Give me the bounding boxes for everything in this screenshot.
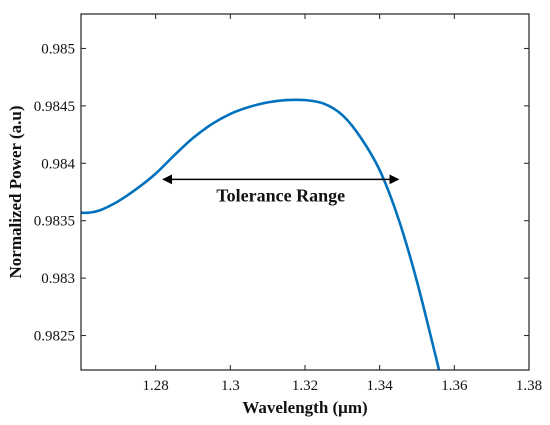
series-line: [81, 98, 441, 370]
x-tick-label: 1.36: [441, 378, 468, 394]
x-tick-label: 1.34: [367, 378, 394, 394]
y-axis-label: Normalized Power (a.u): [6, 106, 25, 279]
y-tick-label: 0.985: [41, 41, 75, 57]
x-tick-label: 1.28: [143, 378, 169, 394]
y-tick-label: 0.9835: [34, 214, 75, 230]
plot-frame: [80, 13, 530, 371]
y-tick-label: 0.983: [41, 271, 75, 287]
x-axis-label: Wavelength (μm): [242, 398, 367, 417]
x-tick-label: 1.32: [292, 378, 318, 394]
y-tick-label: 0.984: [41, 156, 75, 172]
y-tick-label: 0.9845: [34, 99, 75, 115]
x-tick-label: 1.38: [516, 378, 542, 394]
y-tick-label: 0.9825: [34, 329, 75, 345]
tolerance-range-label: Tolerance Range: [216, 185, 345, 205]
y-axis-ticks: 0.9825 0.983 0.9835 0.984 0.9845 0.985: [34, 41, 529, 345]
x-tick-label: 1.3: [221, 378, 240, 394]
plot-area: [81, 14, 529, 370]
